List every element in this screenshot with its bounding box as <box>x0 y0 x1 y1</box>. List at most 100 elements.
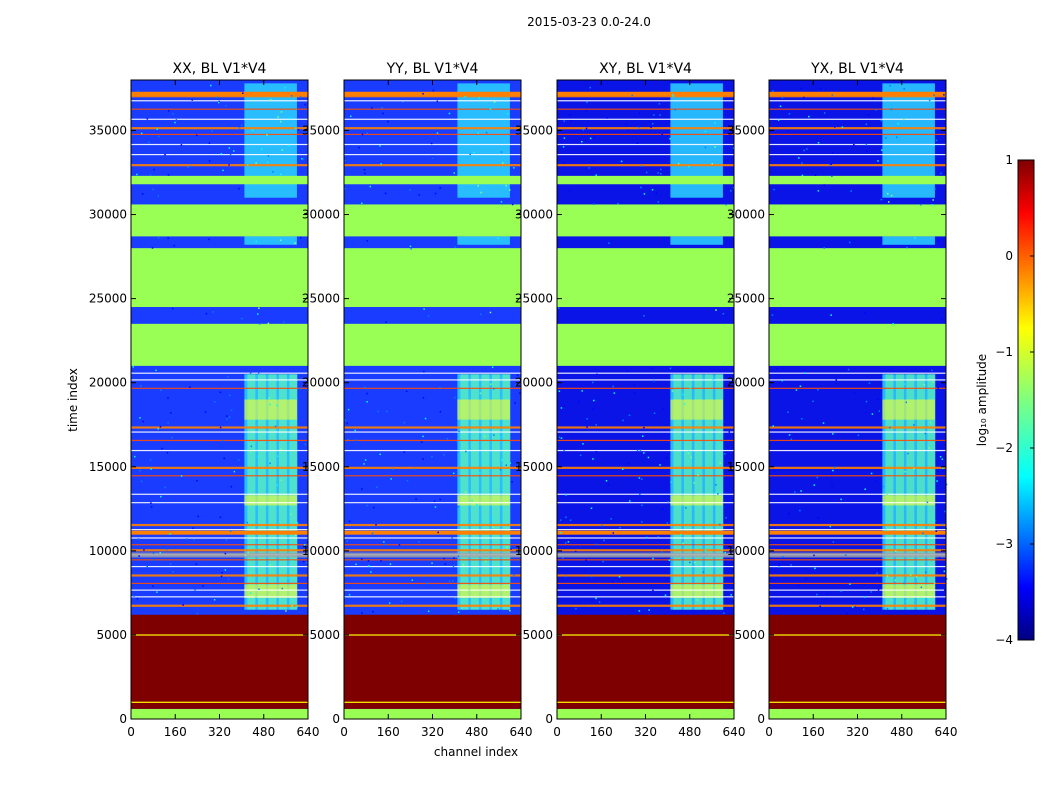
horizontal-line <box>131 701 308 703</box>
noise-speck <box>603 539 605 542</box>
noise-speck <box>246 521 248 524</box>
noise-speck <box>588 167 590 169</box>
noise-speck <box>485 131 488 134</box>
noise-speck <box>366 240 368 242</box>
noise-speck <box>276 404 278 407</box>
x-axis: 0 160 320 480 640 <box>553 80 745 739</box>
y-tick-label: 15000 <box>302 460 340 474</box>
noise-speck <box>349 115 352 118</box>
horizontal-line <box>131 387 308 389</box>
noise-speck <box>418 194 421 196</box>
horizontal-line <box>344 426 521 429</box>
noise-speck <box>489 311 492 314</box>
noise-speck <box>704 130 707 133</box>
noise-speck <box>241 317 243 320</box>
noise-speck <box>453 172 456 174</box>
noise-speck <box>400 600 403 603</box>
noise-speck <box>233 470 236 473</box>
noise-speck <box>657 536 660 538</box>
panel-title: YX, BL V1*V4 <box>810 61 904 77</box>
colorbar-tick-label: −1 <box>995 345 1013 359</box>
noise-speck <box>788 113 791 115</box>
noise-speck <box>500 201 503 203</box>
noise-speck <box>619 526 621 529</box>
flagged-block <box>344 204 521 237</box>
noise-speck <box>851 606 854 608</box>
noise-speck <box>506 546 508 548</box>
noise-speck <box>208 142 211 145</box>
noise-speck <box>801 417 803 420</box>
noise-speck <box>382 112 384 115</box>
y-tick-label: 5000 <box>96 628 127 642</box>
noise-speck <box>804 372 806 374</box>
panel-title: XX, BL V1*V4 <box>173 61 267 77</box>
flagged-block <box>344 323 521 366</box>
noise-speck <box>500 459 503 461</box>
noise-speck <box>715 484 717 486</box>
x-tick-label: 0 <box>340 725 348 739</box>
noise-speck <box>230 409 233 412</box>
noise-speck <box>299 96 302 98</box>
noise-speck <box>622 468 624 470</box>
horizontal-line <box>131 582 308 584</box>
noise-speck <box>159 426 162 428</box>
x-tick-label: 0 <box>765 725 773 739</box>
horizontal-line <box>557 549 734 552</box>
noise-speck <box>485 560 487 563</box>
noise-speck <box>214 401 216 403</box>
noise-speck <box>249 592 252 595</box>
noise-speck <box>795 389 798 391</box>
y-tick-label: 20000 <box>727 376 765 390</box>
horizontal-line <box>769 502 946 504</box>
rfi-hot-patch <box>457 584 510 598</box>
noise-speck <box>831 473 833 475</box>
horizontal-line <box>131 431 308 433</box>
noise-speck <box>581 140 583 143</box>
horizontal-line <box>557 528 734 531</box>
noise-speck <box>659 464 661 466</box>
noise-speck <box>875 109 877 111</box>
noise-speck <box>423 308 425 310</box>
y-tick-label: 15000 <box>727 460 765 474</box>
noise-speck <box>500 151 503 153</box>
noise-speck <box>895 136 898 139</box>
horizontal-line <box>769 426 946 429</box>
noise-speck <box>233 150 235 152</box>
y-tick-label: 20000 <box>89 376 127 390</box>
noise-speck <box>685 507 687 509</box>
horizontal-line <box>557 565 734 568</box>
noise-speck <box>606 117 608 119</box>
noise-speck <box>664 594 667 596</box>
noise-speck <box>582 443 584 445</box>
noise-speck <box>171 436 173 439</box>
horizontal-line <box>344 91 521 96</box>
noise-speck <box>569 114 571 116</box>
panel-xy: XY, BL V1*V4 0 160 320 480 640 0 5000 10000 150… <box>515 61 746 739</box>
noise-speck <box>473 151 475 154</box>
noise-speck <box>668 120 670 123</box>
noise-speck <box>712 378 714 380</box>
noise-speck <box>800 490 802 492</box>
rfi-band <box>882 236 935 245</box>
noise-speck <box>880 198 883 201</box>
flagged-block <box>769 708 946 719</box>
noise-speck <box>367 560 370 562</box>
noise-speck <box>150 506 153 508</box>
x-tick-label: 0 <box>553 725 561 739</box>
noise-speck <box>829 525 832 528</box>
noise-speck <box>725 203 727 206</box>
noise-speck <box>931 204 933 206</box>
horizontal-line <box>344 431 521 433</box>
noise-speck <box>846 612 848 615</box>
horizontal-line <box>131 537 308 539</box>
horizontal-line <box>131 530 308 535</box>
noise-speck <box>406 479 409 482</box>
horizontal-line <box>344 582 521 584</box>
flagged-block <box>131 708 308 719</box>
noise-speck <box>389 563 392 565</box>
noise-speck <box>227 376 229 378</box>
noise-speck <box>640 165 643 167</box>
noise-speck <box>221 571 223 574</box>
figure-title: 2015-03-23 0.0-24.0 <box>527 15 651 29</box>
horizontal-line <box>131 153 308 156</box>
